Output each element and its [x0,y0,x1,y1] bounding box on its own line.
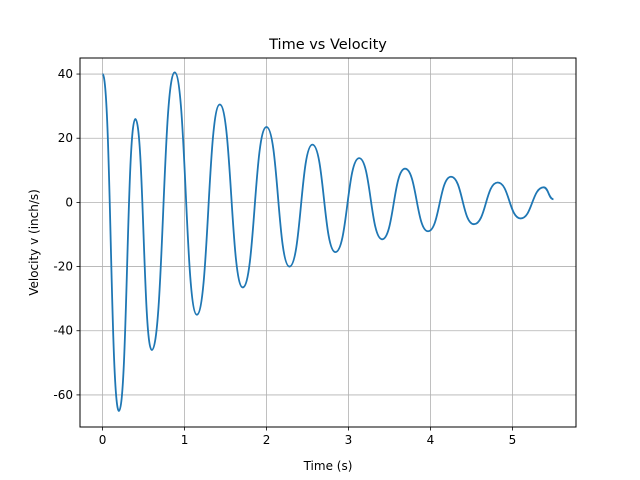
y-tick-label: 0 [65,195,73,209]
series-layer [101,71,554,412]
plot-frame [79,57,577,428]
x-tick-label: 2 [263,433,271,447]
x-axis-title: Time (s) [303,459,353,473]
x-tick-label: 0 [99,433,107,447]
x-tick-label: 4 [427,433,435,447]
x-tick-label: 5 [509,433,517,447]
y-axis: -60 -40 -20 0 20 40 [53,67,80,402]
y-tick-label: -20 [53,260,73,274]
y-axis-title: Velocity v (inch/s) [27,189,41,296]
y-tick-label: 40 [58,67,73,81]
x-tick-label: 3 [345,433,353,447]
y-tick-label: -60 [53,388,73,402]
velocity-line [101,71,554,412]
x-tick-label: 1 [181,433,189,447]
x-axis: 0 1 2 3 4 5 [99,427,517,447]
y-tick-label: 20 [58,131,73,145]
chart-title: Time vs Velocity [268,37,387,53]
grid [80,58,576,427]
y-tick-label: -40 [53,324,73,338]
